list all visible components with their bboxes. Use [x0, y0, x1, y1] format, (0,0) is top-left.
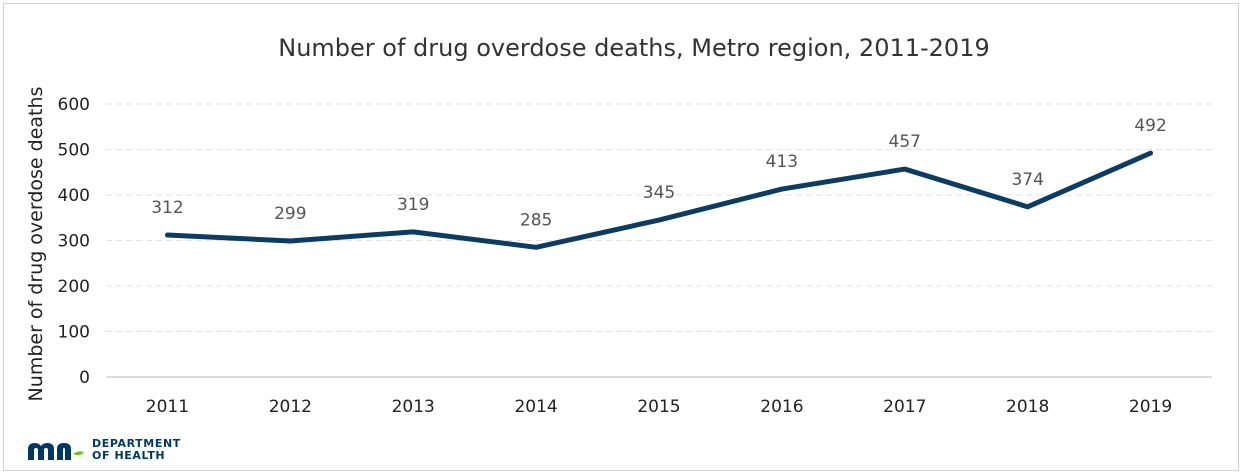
- logo-text: DEPARTMENT OF HEALTH: [92, 438, 181, 462]
- data-label: 345: [643, 183, 675, 203]
- logo-line-1: DEPARTMENT: [92, 437, 181, 450]
- x-tick-label: 2015: [637, 397, 680, 417]
- y-axis-ticks: 0 100 200 300 400 500 600: [58, 95, 90, 388]
- x-tick-label: 2017: [883, 397, 926, 417]
- logo-line-2: OF HEALTH: [92, 449, 166, 462]
- series-layer: [164, 150, 1154, 250]
- x-tick-label: 2012: [269, 397, 312, 417]
- data-label: 285: [520, 210, 552, 230]
- mn-logo-icon: [28, 443, 84, 460]
- y-tick-label: 300: [58, 232, 90, 252]
- data-label: 299: [274, 204, 306, 224]
- data-label: 312: [151, 198, 183, 218]
- x-tick-label: 2013: [392, 397, 435, 417]
- chart-title: Number of drug overdose deaths, Metro re…: [278, 34, 990, 62]
- y-tick-label: 600: [58, 95, 90, 115]
- x-tick-label: 2018: [1006, 397, 1049, 417]
- y-tick-label: 100: [58, 323, 90, 343]
- chart-frame: Number of drug overdose deaths, Metro re…: [3, 3, 1239, 471]
- x-axis-ticks: 2011 2012 2013 2014 2015 2016 2017 2018 2019: [146, 397, 1172, 417]
- data-labels: 312 299 319 285 345 413 457 374 492: [151, 116, 1167, 230]
- data-label: 457: [889, 132, 921, 152]
- x-tick-label: 2014: [514, 397, 557, 417]
- line-chart: Number of drug overdose deaths, Metro re…: [25, 34, 1212, 417]
- y-tick-label: 500: [58, 141, 90, 161]
- data-label: 413: [766, 152, 798, 172]
- data-label: 492: [1134, 116, 1166, 136]
- x-tick-label: 2016: [760, 397, 803, 417]
- x-tick-label: 2019: [1129, 397, 1172, 417]
- y-tick-label: 0: [79, 368, 90, 388]
- x-tick-label: 2011: [146, 397, 189, 417]
- y-tick-label: 200: [58, 277, 90, 297]
- data-label: 319: [397, 195, 429, 215]
- mdh-logo: DEPARTMENT OF HEALTH: [26, 438, 181, 462]
- data-label: 374: [1011, 170, 1043, 190]
- y-tick-label: 400: [58, 186, 90, 206]
- y-axis-label: Number of drug overdose deaths: [25, 87, 47, 402]
